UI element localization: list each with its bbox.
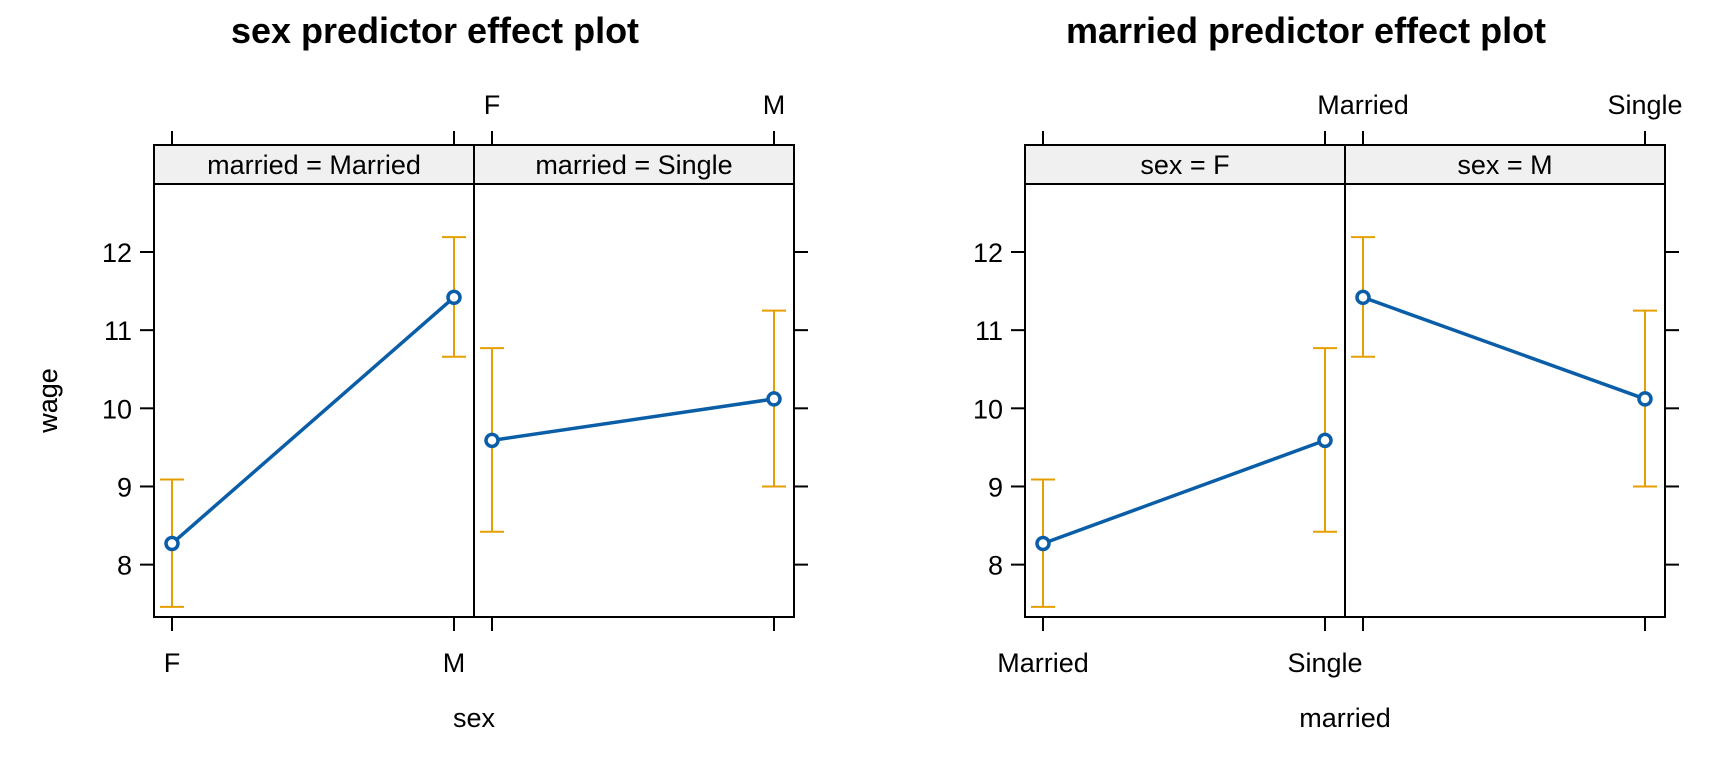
y-tick-label: 9	[988, 472, 1003, 502]
y-tick-label: 12	[973, 238, 1003, 268]
fit-point	[446, 289, 462, 306]
panel-1: sex = F Married Single	[997, 131, 1363, 678]
panel-frame	[1344, 183, 1666, 618]
panel-frame	[473, 183, 795, 618]
fit-point	[1035, 535, 1051, 552]
fit-point	[1637, 391, 1653, 407]
fit-line	[1362, 295, 1646, 401]
fit-point	[766, 391, 782, 407]
x-tick-label-top: Single	[1607, 90, 1682, 120]
y-tick-label: 12	[102, 238, 132, 268]
fit-line	[170, 296, 456, 545]
panel-frame	[1024, 183, 1346, 618]
y-axis-label: wage	[33, 368, 63, 434]
panel-frame	[153, 183, 475, 618]
panel-strip-label: sex = M	[1457, 150, 1552, 180]
y-axis-label: wage	[33, 368, 63, 434]
panel-2: sex = M Married Single	[1317, 90, 1683, 631]
effect-plot-2: married predictor effect plot wage married…	[33, 10, 1683, 733]
x-tick-label-bottom: M	[443, 648, 466, 678]
panel-strip	[473, 144, 795, 185]
panel-strip-label: sex = F	[1140, 150, 1229, 180]
fit-point	[1355, 289, 1371, 306]
y-tick-label: 8	[988, 551, 1003, 581]
fit-line	[1042, 438, 1326, 546]
effect-plot-1: sex predictor effect plot wage sex 8 9 10 11 12…	[33, 10, 808, 733]
fit-line	[491, 397, 775, 443]
x-tick-label-bottom: Single	[1287, 648, 1362, 678]
x-tick-label-top: M	[763, 90, 786, 120]
panel-strip-label: married = Single	[535, 150, 732, 180]
y-tick-label: 10	[973, 394, 1003, 424]
y-tick-label: 8	[117, 551, 132, 581]
fit-point	[484, 432, 500, 449]
x-axis-label: married	[1299, 703, 1391, 733]
panel-strip-label: married = Married	[207, 150, 421, 180]
y-tick-label: 9	[117, 472, 132, 502]
fit-point	[164, 535, 180, 552]
x-axis-label: sex	[453, 703, 496, 733]
panel-strip	[1024, 144, 1346, 185]
x-tick-label-top: F	[484, 90, 501, 120]
fit-point	[1317, 432, 1333, 449]
panel-2: married = Single F M	[473, 90, 795, 631]
plot-title: married predictor effect plot	[1066, 10, 1546, 51]
y-tick-label: 11	[975, 316, 1003, 346]
x-tick-label-top: Married	[1317, 90, 1409, 120]
y-tick-label: 11	[104, 316, 132, 346]
plot-title: sex predictor effect plot	[231, 10, 639, 51]
x-tick-label-bottom: Married	[997, 648, 1089, 678]
y-tick-label: 10	[102, 394, 132, 424]
panel-1: married = Married F M	[153, 131, 475, 678]
x-tick-label-bottom: F	[164, 648, 181, 678]
